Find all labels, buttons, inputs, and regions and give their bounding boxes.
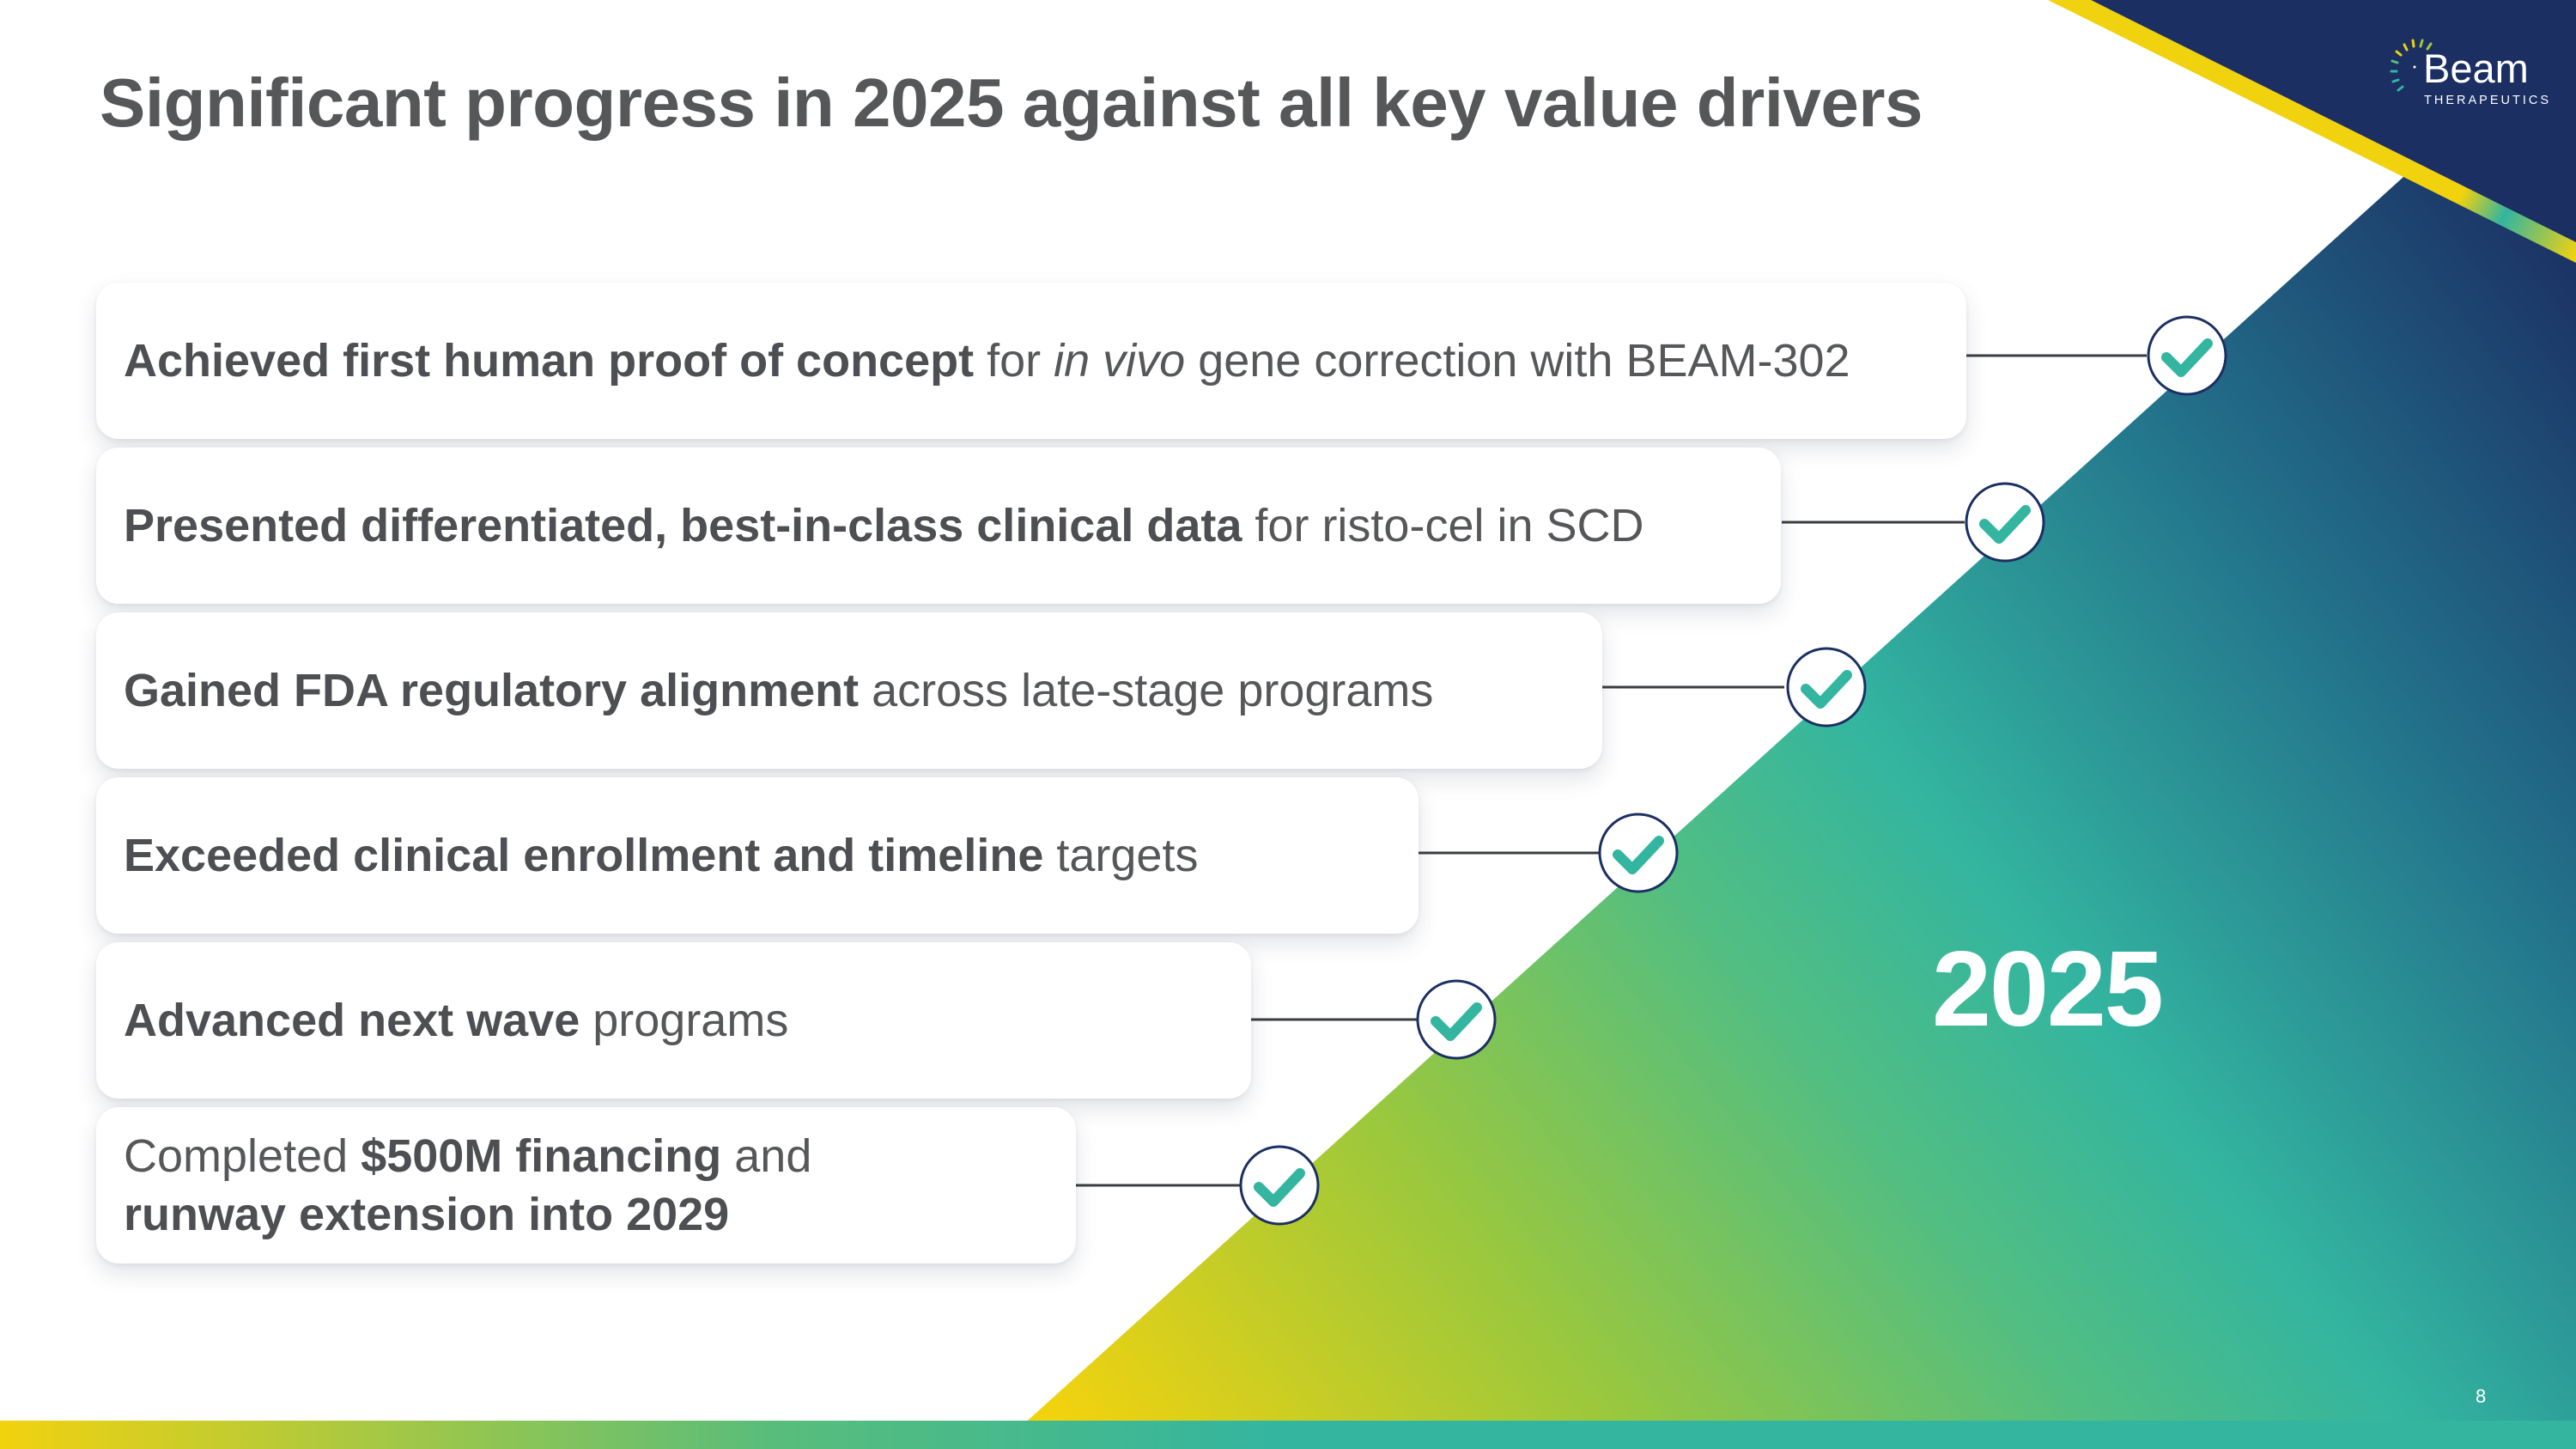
year-label: 2025	[1932, 930, 2164, 1049]
diagonal-wedge	[1022, 153, 2576, 1426]
card-text-regular: programs	[580, 995, 789, 1046]
card-text-italic: in vivo	[1054, 335, 1186, 387]
progress-card-2: Presented differentiated, best-in-class …	[96, 447, 1781, 604]
check-circle-icon	[2147, 315, 2227, 396]
card-text: Achieved first human proof of concept fo…	[124, 334, 1850, 387]
check-circle-icon	[1239, 1145, 1320, 1226]
card-text-regular: across late-stage programs	[859, 665, 1434, 716]
card-text: Presented differentiated, best-in-class …	[124, 499, 1644, 552]
progress-card-5: Advanced next wave programs	[96, 942, 1251, 1099]
check-circle-icon	[1416, 979, 1497, 1060]
card-text-bold: runway extension into 2029	[124, 1189, 730, 1240]
check-circle-icon	[1965, 482, 2045, 563]
card-text: Gained FDA regulatory alignment across l…	[124, 664, 1433, 717]
card-text-regular: for	[974, 335, 1054, 387]
card-text-regular: Completed	[124, 1130, 361, 1182]
progress-card-6: Completed $500M financing and runway exte…	[96, 1107, 1076, 1263]
card-text-regular: targets	[1043, 830, 1199, 881]
page-title: Significant progress in 2025 against all…	[100, 64, 1923, 141]
progress-card-4: Exceeded clinical enrollment and timelin…	[96, 777, 1419, 934]
check-circle-icon	[1786, 647, 1867, 728]
card-text-regular: for risto-cel in SCD	[1242, 500, 1644, 551]
corner-stripe	[2048, 0, 2576, 263]
card-text-bold: $500M financing	[361, 1130, 722, 1182]
bottom-bar	[0, 1421, 2576, 1449]
card-text-regular: gene correction with BEAM-302	[1185, 335, 1850, 387]
page-number: 8	[2476, 1385, 2487, 1407]
card-text-bold: Presented differentiated, best-in-class …	[124, 500, 1242, 551]
card-text-bold: Exceeded clinical enrollment and timelin…	[124, 830, 1044, 881]
beam-logo: Beam THERAPEUTICS	[2389, 33, 2561, 119]
beam-logo-burst-icon	[2390, 39, 2433, 92]
card-text-bold: Advanced next wave	[124, 995, 580, 1046]
card-text: Completed $500M financing and runway exte…	[124, 1127, 811, 1244]
card-text: Exceeded clinical enrollment and timelin…	[124, 829, 1198, 882]
progress-card-1: Achieved first human proof of concept fo…	[96, 283, 1966, 439]
card-text-bold: Gained FDA regulatory alignment	[124, 665, 860, 716]
logo-wordmark: Beam	[2423, 46, 2529, 91]
progress-card-3: Gained FDA regulatory alignment across l…	[96, 612, 1602, 769]
logo-subtitle: THERAPEUTICS	[2424, 94, 2551, 107]
check-circle-icon	[1598, 813, 1679, 893]
card-text: Advanced next wave programs	[124, 994, 788, 1047]
card-text-bold: Achieved first human proof of concept	[124, 335, 975, 387]
card-text-regular: and	[721, 1130, 812, 1182]
